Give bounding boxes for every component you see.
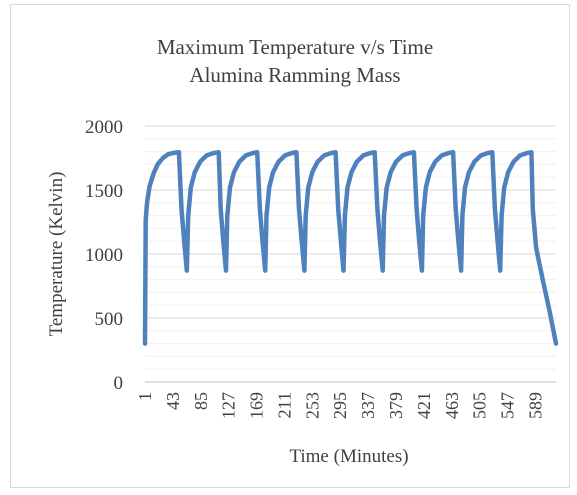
y-axis-label: Temperature (Kelvin) (46, 172, 67, 337)
x-tick-label: 337 (358, 392, 378, 419)
chart-title-line-2: Alumina Ramming Mass (189, 63, 400, 87)
x-tick-label: 253 (302, 392, 322, 419)
x-tick-label: 547 (498, 392, 518, 419)
x-tick-label: 211 (274, 392, 294, 418)
y-tick-label: 0 (114, 373, 124, 394)
x-tick-label: 505 (470, 392, 490, 419)
x-tick-label: 295 (330, 392, 350, 419)
y-tick-labels: 0 500 1000 1500 2000 (85, 117, 123, 394)
x-tick-labels: 1 43 85 127 169 211 253 295 337 379 421 463 505 547 58… (135, 392, 545, 419)
x-tick-label: 85 (191, 392, 211, 410)
x-tick-label: 379 (386, 392, 406, 419)
x-tick-label: 463 (442, 392, 462, 419)
x-tick-label: 1 (135, 392, 155, 401)
x-tick-label: 421 (414, 392, 434, 419)
series-layer (142, 149, 559, 346)
y-tick-label: 1500 (85, 181, 123, 202)
chart-frame (10, 4, 570, 488)
x-tick-label: 127 (219, 392, 239, 419)
x-tick-label: 589 (525, 392, 545, 419)
y-tick-label: 500 (95, 309, 124, 330)
y-tick-label: 1000 (85, 245, 123, 266)
series-line (142, 149, 559, 346)
y-tick-label: 2000 (85, 117, 123, 138)
x-axis-label: Time (Minutes) (289, 446, 408, 467)
x-tick-label: 169 (247, 392, 267, 419)
x-tick-label: 43 (163, 392, 183, 410)
chart-title-line-1: Maximum Temperature v/s Time (157, 35, 433, 59)
gridlines (145, 125, 556, 370)
